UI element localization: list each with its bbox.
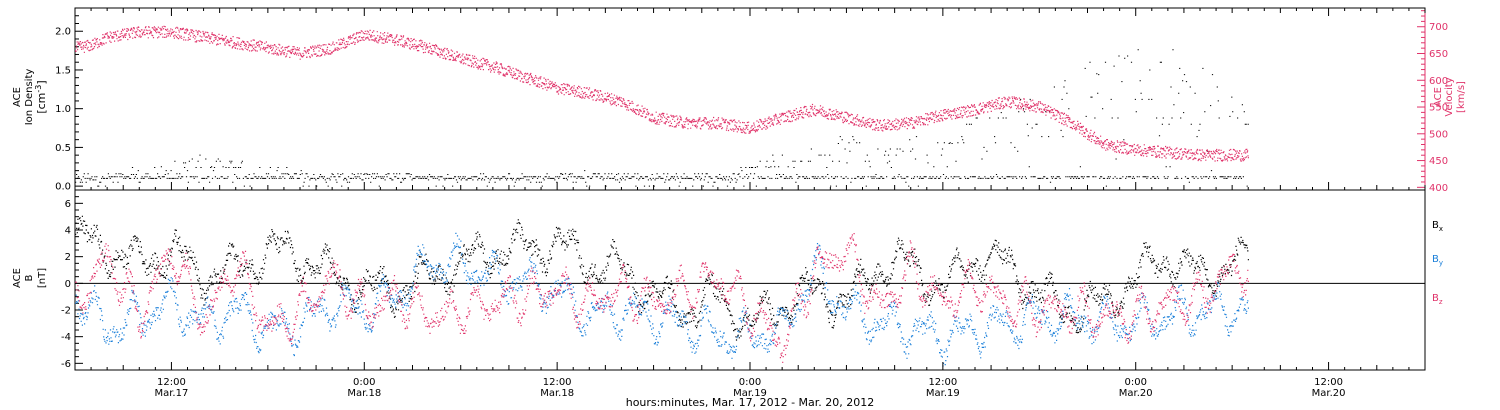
magnetic-field-marks [75, 215, 1249, 367]
x-tick-time-label: 0:00 [1124, 377, 1146, 388]
velocity-axis-label-line1: ACE [1433, 87, 1444, 107]
density-points [75, 49, 1249, 187]
x-tick-date-label: Mar.19 [926, 388, 960, 399]
x-tick-time-label: 12:00 [1314, 377, 1343, 388]
bz-points [75, 233, 1249, 363]
density-axis-label-line2: Ion Density [24, 69, 35, 126]
legend-bx-base: B [1432, 220, 1439, 231]
b-tick-label: 6 [65, 199, 71, 210]
velocity-tick-label: 600 [1429, 76, 1448, 87]
x-tick-time-label: 12:00 [157, 377, 186, 388]
time-axis: 12:00Mar.170:00Mar.1812:00Mar.180:00Mar.… [74, 8, 1426, 399]
bx-points [75, 215, 1249, 341]
x-tick-date-label: Mar.18 [347, 388, 381, 399]
velocity-tick-label: 650 [1429, 49, 1448, 60]
density-tick-label: 0.0 [55, 182, 71, 193]
legend-bx: Bx [1432, 220, 1443, 233]
x-tick-time-label: 12:00 [928, 377, 957, 388]
x-tick-date-label: Mar.20 [1312, 388, 1346, 399]
b-axis-label-line2: B [24, 274, 35, 281]
density-velocity-marks [75, 25, 1249, 187]
density-tick-label: 1.0 [55, 104, 71, 115]
b-tick-label: -6 [61, 359, 71, 370]
legend-by: By [1432, 254, 1443, 267]
x-axis-title: hours:minutes, Mar. 17, 2012 - Mar. 20, … [626, 396, 875, 409]
velocity-points [75, 25, 1249, 162]
density-axis-unit: [cm-3] [34, 80, 48, 113]
by-points [75, 232, 1249, 367]
velocity-tick-label: 400 [1429, 183, 1448, 194]
density-unit-end: ] [35, 80, 48, 84]
legend-by-sub: y [1439, 259, 1443, 267]
x-tick-date-label: Mar.18 [540, 388, 574, 399]
b-tick-label: -2 [61, 306, 71, 317]
b-tick-label: 2 [65, 252, 71, 263]
panel2-border [74, 189, 1426, 371]
density-unit-base: [cm [35, 93, 48, 114]
x-tick-date-label: Mar.20 [1119, 388, 1153, 399]
density-axis-label-line1: ACE [12, 87, 23, 107]
density-tick-label: 1.5 [55, 65, 71, 76]
legend-bz: Bz [1432, 293, 1443, 306]
legend-bz-base: B [1432, 293, 1439, 304]
x-tick-time-label: 0:00 [739, 377, 761, 388]
velocity-axis-label-line2: Velocity [1444, 77, 1455, 116]
density-tick-label: 0.5 [55, 143, 71, 154]
b-axis-unit: [nT] [37, 268, 48, 288]
b-axis-label-line1: ACE [12, 268, 23, 288]
density-unit-sup: -3 [34, 85, 43, 93]
velocity-tick-label: 700 [1429, 22, 1448, 33]
velocity-tick-label: 550 [1429, 103, 1448, 114]
velocity-tick-label: 500 [1429, 129, 1448, 140]
legend-bx-sub: x [1439, 225, 1443, 233]
x-tick-time-label: 12:00 [543, 377, 572, 388]
b-tick-label: -4 [61, 332, 71, 343]
legend-bz-sub: z [1439, 298, 1443, 306]
legend-by-base: B [1432, 254, 1439, 265]
b-tick-label: 4 [65, 226, 71, 237]
velocity-axis-unit: [km/s] [1456, 81, 1467, 113]
velocity-tick-label: 450 [1429, 156, 1448, 167]
density-tick-label: 2.0 [55, 27, 71, 38]
x-tick-date-label: Mar.19 [733, 388, 767, 399]
density-velocity-panel: 0.0 0.5 1.0 1.5 2.0 400 450 500 550 600 650 700 [55, 7, 1448, 194]
x-tick-date-label: Mar.17 [154, 388, 188, 399]
panel1-border [74, 7, 1426, 191]
x-tick-time-label: 0:00 [353, 377, 375, 388]
b-tick-label: 0 [65, 279, 71, 290]
